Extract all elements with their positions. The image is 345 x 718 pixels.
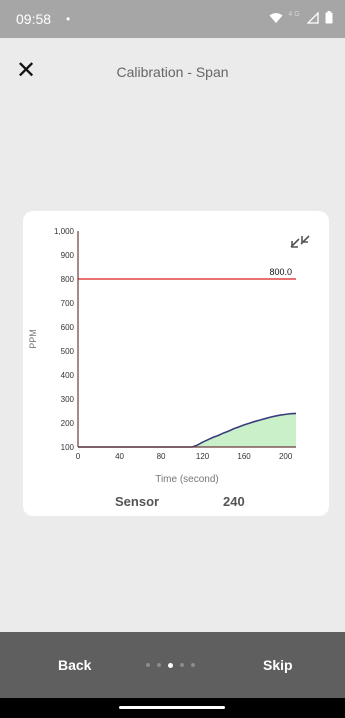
status-time: 09:58 (16, 11, 52, 27)
sensor-readout: Sensor 240 (23, 494, 329, 512)
x-tick-label: 40 (115, 452, 124, 461)
home-indicator[interactable] (119, 706, 225, 709)
y-tick-label: 900 (61, 251, 75, 260)
x-axis-label: Time (second) (155, 474, 219, 485)
back-button[interactable]: Back (58, 657, 92, 673)
x-tick-label: 0 (76, 452, 81, 461)
bottom-bar: Back Skip (0, 632, 345, 698)
skip-button[interactable]: Skip (263, 657, 293, 673)
x-tick-label: 200 (279, 452, 293, 461)
x-tick-label: 120 (196, 452, 210, 461)
series-area (78, 413, 296, 447)
wifi-icon (269, 12, 289, 27)
y-tick-label: 800 (61, 275, 75, 284)
page-dot (191, 663, 195, 667)
close-button[interactable]: ✕ (16, 56, 46, 86)
page-title: Calibration - Span (116, 64, 229, 80)
sensor-value: 240 (223, 494, 245, 509)
x-tick-label: 80 (157, 452, 166, 461)
network-type: 4G (288, 11, 302, 18)
header: ✕ Calibration - Span (0, 38, 345, 100)
chart-card: 100 200 300 400 500 600 700 800 900 1,000 0 40 80 12… (23, 211, 329, 516)
y-tick-label: 100 (61, 443, 75, 452)
page-dot (180, 663, 184, 667)
page-dot (146, 663, 150, 667)
x-tick-label: 160 (237, 452, 251, 461)
y-axis-label: PPM (28, 329, 38, 349)
calibration-chart: 100 200 300 400 500 600 700 800 900 1,000 0 40 80 12… (28, 227, 310, 485)
y-tick-label: 1,000 (54, 227, 75, 236)
y-tick-label: 500 (61, 347, 75, 356)
battery-icon (325, 11, 333, 27)
page-indicator (146, 663, 202, 669)
status-bar: 09:58 • 4G (0, 0, 345, 38)
collapse-chart-button[interactable] (290, 235, 310, 248)
system-nav-bar (0, 698, 345, 718)
y-tick-label: 600 (61, 323, 75, 332)
status-icons: 4G (269, 11, 333, 27)
page-dot (168, 663, 173, 668)
y-tick-label: 300 (61, 395, 75, 404)
sensor-label: Sensor (115, 494, 160, 509)
close-icon: ✕ (16, 57, 37, 84)
collapse-icon (290, 235, 310, 248)
page-dot (157, 663, 161, 667)
signal-icon (306, 11, 325, 27)
reference-line-label: 800.0 (269, 267, 292, 277)
y-tick-label: 200 (61, 419, 75, 428)
y-tick-label: 400 (61, 371, 75, 380)
notification-dot: • (66, 12, 71, 26)
y-tick-label: 700 (61, 299, 75, 308)
